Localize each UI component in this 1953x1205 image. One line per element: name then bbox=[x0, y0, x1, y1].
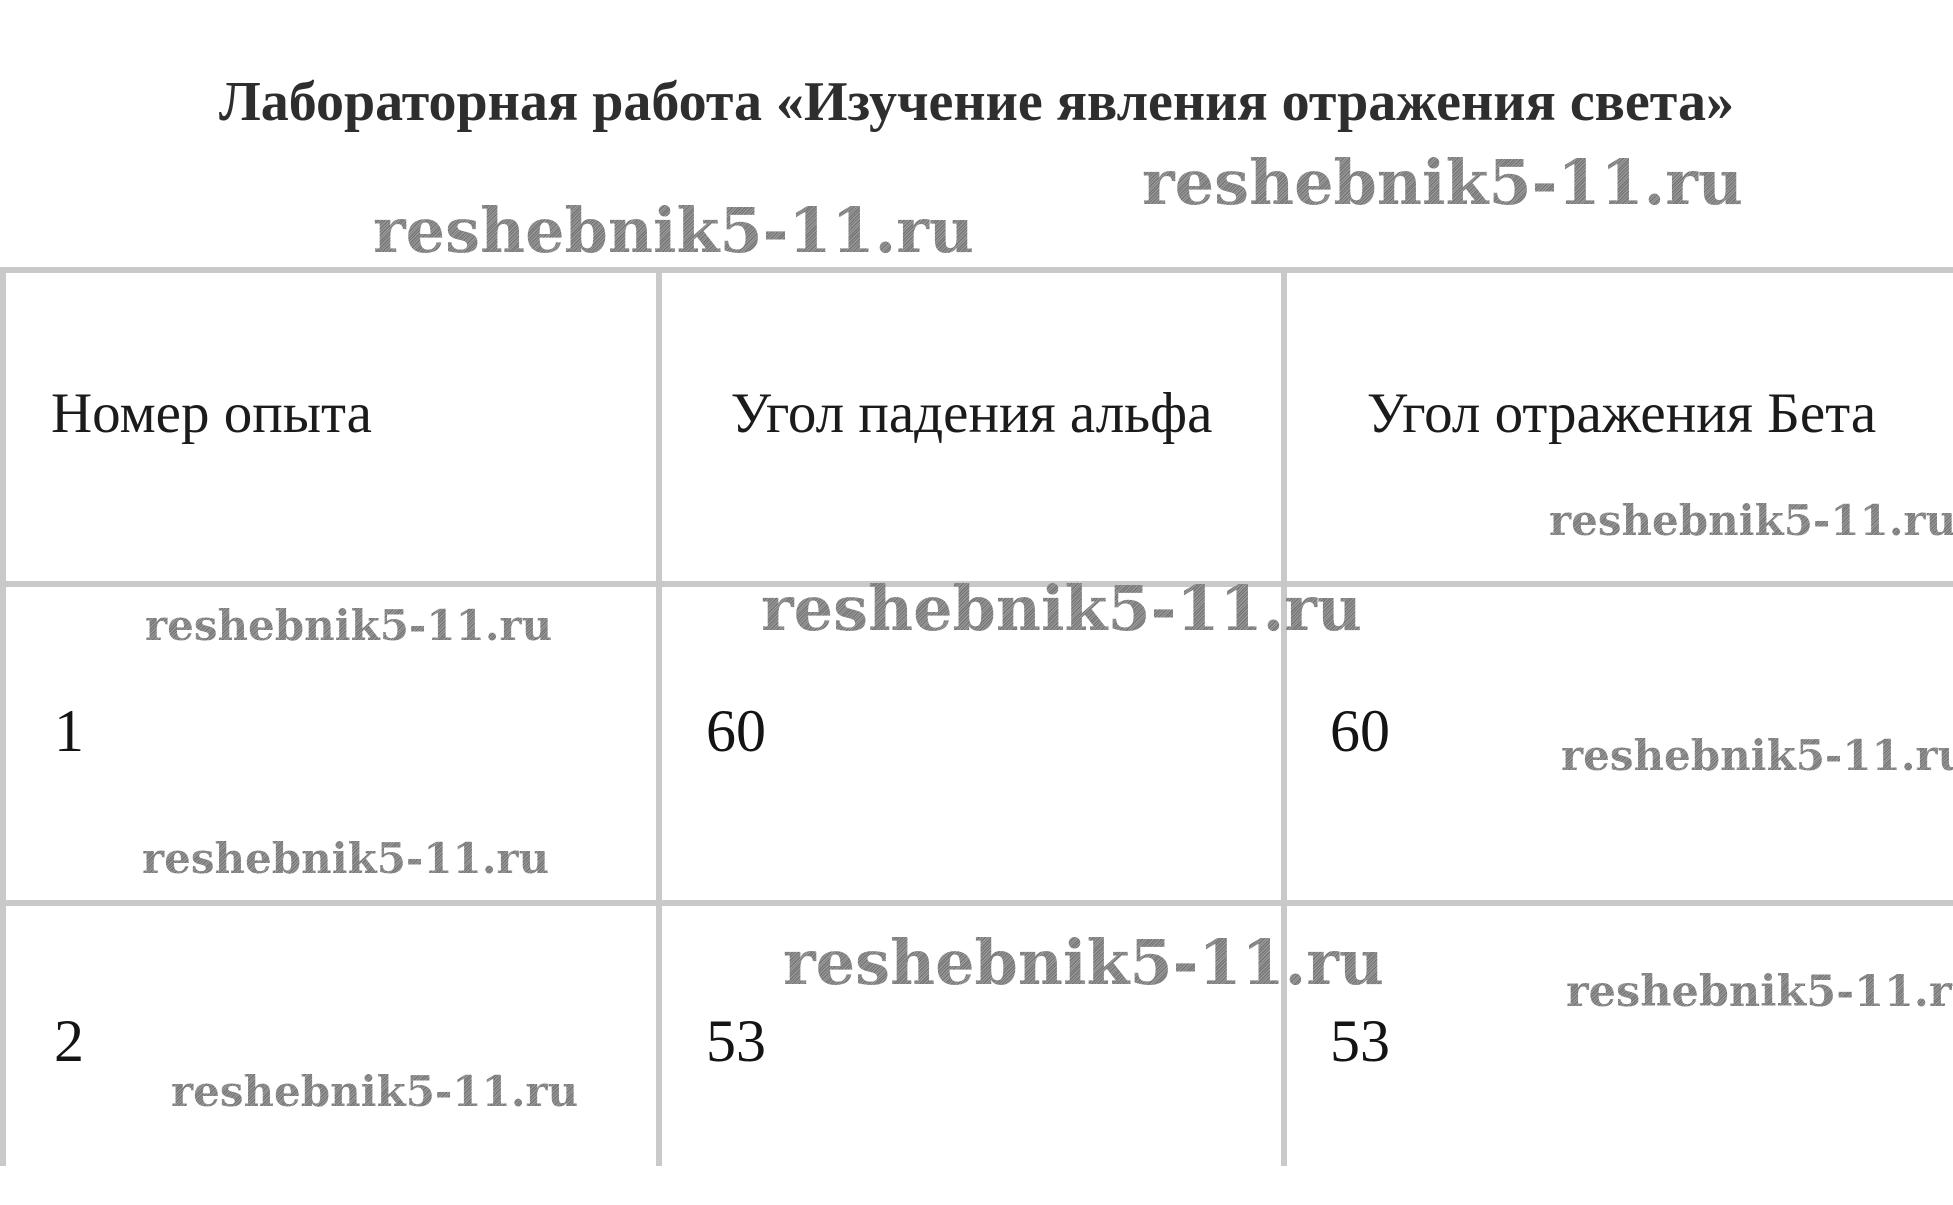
watermark: reshebnik5-11.ru bbox=[1142, 146, 1743, 219]
cell-reflection-angle: 60 bbox=[1281, 581, 1953, 906]
table-row-experiment-2: 2 53 53 bbox=[0, 900, 1953, 1166]
header-cell-reflection-angle-beta: Угол отражения Бета bbox=[1281, 267, 1953, 587]
header-cell-incidence-angle-alpha: Угол падения альфа bbox=[656, 267, 1287, 587]
cell-reflection-angle: 53 bbox=[1281, 900, 1953, 1166]
watermark: reshebnik5-11.ru bbox=[761, 572, 1362, 645]
watermark: reshebnik5-11.ru bbox=[142, 834, 550, 883]
cell-experiment-number: 1 bbox=[0, 581, 662, 906]
watermark: reshebnik5-11.ru bbox=[171, 1067, 579, 1116]
watermark: reshebnik5-11.ru bbox=[1549, 500, 1953, 542]
watermark: reshebnik5-11.ru bbox=[373, 194, 974, 267]
table-row-experiment-1: 1 60 60 bbox=[0, 581, 1953, 906]
page-title: Лабораторная работа «Изучение явления от… bbox=[219, 71, 1734, 133]
watermark: reshebnik5-11.ru bbox=[145, 601, 553, 650]
watermark: reshebnik5-11.ru bbox=[783, 926, 1384, 999]
header-cell-experiment-number: Номер опыта bbox=[0, 267, 662, 587]
table-header-row: Номер опыта Угол падения альфа Угол отра… bbox=[0, 267, 1953, 587]
cell-incidence-angle: 53 bbox=[656, 900, 1287, 1166]
cell-experiment-number: 2 bbox=[0, 900, 662, 1166]
lab-results-table: Номер опыта Угол падения альфа Угол отра… bbox=[0, 267, 1953, 1166]
watermark: reshebnik5-11.ru bbox=[1566, 971, 1953, 1014]
cell-incidence-angle: 60 bbox=[656, 581, 1287, 906]
watermark: reshebnik5-11.ru bbox=[1561, 735, 1953, 777]
